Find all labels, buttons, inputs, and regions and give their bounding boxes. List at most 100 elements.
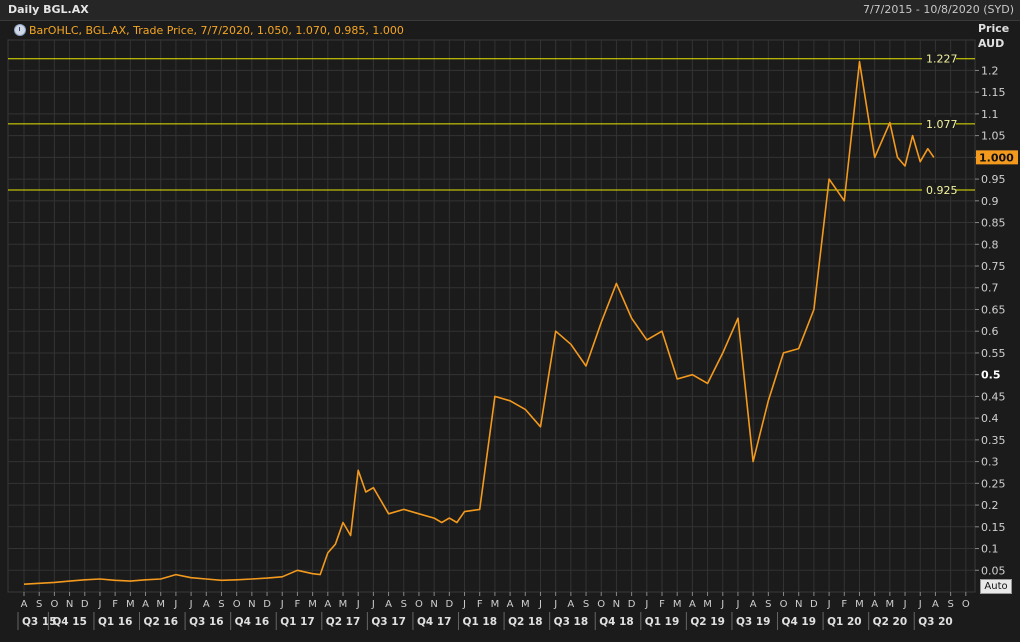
auto-scale-button[interactable]: Auto xyxy=(980,579,1012,594)
month-label: D xyxy=(628,599,636,610)
quarter-label: Q2 19 xyxy=(690,616,725,628)
month-label: A xyxy=(324,599,331,610)
month-label: F xyxy=(112,599,118,610)
quarter-label: Q4 19 xyxy=(782,616,817,628)
y-tick-label: 0.7 xyxy=(981,282,999,295)
month-label: J xyxy=(538,599,542,610)
month-label: M xyxy=(673,599,682,610)
month-label: J xyxy=(918,599,922,610)
quarter-label: Q4 15 xyxy=(52,616,87,628)
last-price-label: 1.000 xyxy=(979,151,1014,164)
y-tick-label: 0.1 xyxy=(981,543,999,556)
month-label: D xyxy=(81,599,89,610)
month-label: J xyxy=(189,599,193,610)
month-label: M xyxy=(339,599,348,610)
quarter-label: Q3 16 xyxy=(189,616,224,628)
month-label: N xyxy=(248,599,255,610)
month-label: N xyxy=(613,599,620,610)
month-label: A xyxy=(567,599,574,610)
month-label: A xyxy=(142,599,149,610)
month-label: O xyxy=(50,599,58,610)
quarter-label: Q1 16 xyxy=(98,616,133,628)
month-label: F xyxy=(295,599,301,610)
currency-axis-label: AUD xyxy=(978,37,1005,50)
price-series-line xyxy=(23,60,935,585)
month-label: M xyxy=(886,599,895,610)
y-tick-label: 0.85 xyxy=(981,217,1006,230)
month-label: J xyxy=(827,599,831,610)
y-tick-label: 0.95 xyxy=(981,173,1006,186)
month-label: J xyxy=(280,599,284,610)
month-label: S xyxy=(401,599,407,610)
month-label: M xyxy=(855,599,864,610)
month-label: F xyxy=(841,599,847,610)
month-label: D xyxy=(263,599,271,610)
y-tick-label: 0.5 xyxy=(981,369,1001,382)
month-label: A xyxy=(689,599,696,610)
chart-title: Daily BGL.AX xyxy=(8,3,89,16)
y-tick-label: 0.45 xyxy=(981,390,1006,403)
reference-label-bg xyxy=(922,51,956,65)
quarter-label: Q3 17 xyxy=(371,616,406,628)
month-label: O xyxy=(233,599,241,610)
y-tick-label: 1.1 xyxy=(981,108,999,121)
month-label: F xyxy=(477,599,483,610)
month-label: N xyxy=(66,599,73,610)
month-label: J xyxy=(356,599,360,610)
quarter-label: Q1 20 xyxy=(827,616,862,628)
quarter-label: Q4 16 xyxy=(235,616,270,628)
reference-label: 0.925 xyxy=(926,184,958,197)
legend[interactable]: BarOHLC, BGL.AX, Trade Price, 7/7/2020, … xyxy=(14,22,404,38)
month-label: J xyxy=(97,599,101,610)
quarter-label: Q4 17 xyxy=(417,616,452,628)
y-tick-label: 0.4 xyxy=(981,412,999,425)
month-label: S xyxy=(765,599,771,610)
month-label: M xyxy=(521,599,530,610)
y-tick-label: 0.05 xyxy=(981,564,1006,577)
reference-label: 1.077 xyxy=(926,118,958,131)
month-label: A xyxy=(21,599,28,610)
y-tick-label: 0.15 xyxy=(981,521,1006,534)
month-label: A xyxy=(385,599,392,610)
quarter-label: Q1 17 xyxy=(280,616,315,628)
month-label: A xyxy=(932,599,939,610)
reference-label: 1.227 xyxy=(926,53,958,66)
month-label: A xyxy=(203,599,210,610)
y-tick-label: 1.15 xyxy=(981,86,1006,99)
y-tick-label: 0.55 xyxy=(981,347,1006,360)
quarter-label: Q4 18 xyxy=(599,616,634,628)
month-label: O xyxy=(597,599,605,610)
month-label: J xyxy=(462,599,466,610)
month-label: O xyxy=(780,599,788,610)
month-label: J xyxy=(173,599,177,610)
month-label: J xyxy=(553,599,557,610)
quarter-label: Q3 15 xyxy=(22,616,57,628)
quarter-label: Q3 18 xyxy=(554,616,589,628)
y-tick-label: 0.75 xyxy=(981,260,1006,273)
month-label: M xyxy=(126,599,135,610)
month-label: J xyxy=(903,599,907,610)
quarter-label: Q2 18 xyxy=(508,616,542,628)
month-label: N xyxy=(795,599,802,610)
legend-text: BarOHLC, BGL.AX, Trade Price, 7/7/2020, … xyxy=(29,23,404,37)
y-tick-label: 0.8 xyxy=(981,238,999,251)
reference-label-bg xyxy=(922,116,956,130)
month-label: M xyxy=(703,599,712,610)
quarter-label: Q1 19 xyxy=(645,616,680,628)
month-label: A xyxy=(750,599,757,610)
month-label: D xyxy=(445,599,453,610)
month-label: F xyxy=(659,599,665,610)
price-axis-label: Price xyxy=(978,22,1010,35)
month-label: O xyxy=(415,599,423,610)
date-range: 7/7/2015 - 10/8/2020 (SYD) xyxy=(862,3,1014,16)
reference-label-bg xyxy=(922,182,956,196)
month-label: S xyxy=(583,599,589,610)
month-label: S xyxy=(36,599,42,610)
month-label: D xyxy=(810,599,818,610)
month-label: M xyxy=(491,599,500,610)
month-label: A xyxy=(871,599,878,610)
y-tick-label: 0.9 xyxy=(981,195,999,208)
month-label: A xyxy=(507,599,514,610)
